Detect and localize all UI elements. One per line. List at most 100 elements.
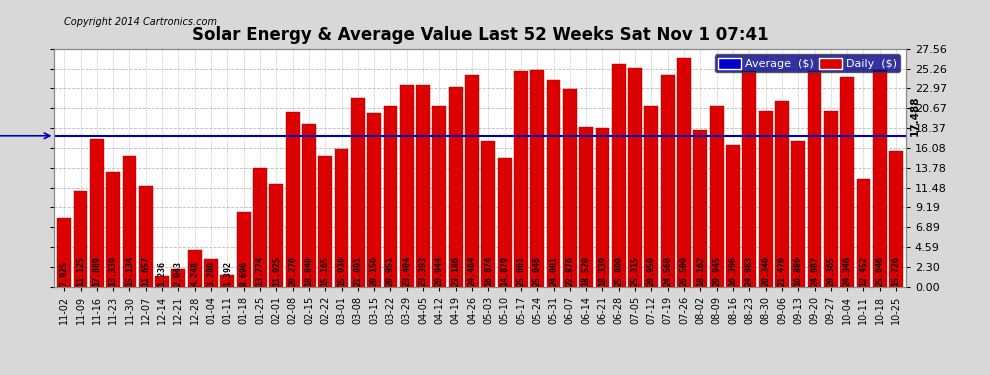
Text: 25.315: 25.315 <box>631 256 640 286</box>
Text: 25.046: 25.046 <box>875 256 884 286</box>
Text: 13.774: 13.774 <box>255 256 264 286</box>
Bar <box>73 191 87 287</box>
Bar <box>660 75 674 287</box>
Bar <box>758 111 772 287</box>
Text: 12.452: 12.452 <box>859 256 868 286</box>
Bar <box>498 158 512 287</box>
Bar <box>123 156 137 287</box>
Text: 25.046: 25.046 <box>533 256 542 286</box>
Text: 23.393: 23.393 <box>419 256 428 286</box>
Text: 24.484: 24.484 <box>467 256 476 286</box>
Text: 20.950: 20.950 <box>646 256 656 286</box>
Bar <box>448 87 462 287</box>
Bar <box>465 75 479 287</box>
Bar <box>579 127 593 287</box>
Bar <box>90 139 104 287</box>
Text: 24.983: 24.983 <box>744 256 753 286</box>
Text: 24.001: 24.001 <box>549 256 558 286</box>
Text: 18.162: 18.162 <box>696 256 705 286</box>
Bar <box>400 85 414 287</box>
Text: 21.891: 21.891 <box>353 256 362 286</box>
Text: 20.270: 20.270 <box>288 256 297 286</box>
Text: 17.488: 17.488 <box>910 95 920 136</box>
Bar <box>644 106 658 287</box>
Text: 15.936: 15.936 <box>337 256 346 286</box>
Text: 20.944: 20.944 <box>435 256 444 286</box>
Text: 11.657: 11.657 <box>142 256 150 286</box>
Text: 16.886: 16.886 <box>794 256 803 286</box>
Legend: Average  ($), Daily  ($): Average ($), Daily ($) <box>715 54 900 72</box>
Text: 15.165: 15.165 <box>321 256 330 286</box>
Text: 22.876: 22.876 <box>565 256 574 286</box>
Text: 24.987: 24.987 <box>810 256 819 286</box>
Text: 18.840: 18.840 <box>304 256 314 286</box>
Bar <box>253 168 267 287</box>
Bar <box>221 275 235 287</box>
Text: 20.365: 20.365 <box>827 256 836 286</box>
Bar <box>350 98 364 287</box>
Bar <box>318 156 332 287</box>
Bar <box>383 106 397 287</box>
Bar <box>286 112 300 287</box>
Bar <box>204 258 218 287</box>
Bar <box>481 141 495 287</box>
Bar <box>726 145 740 287</box>
Text: 15.134: 15.134 <box>125 256 134 286</box>
Bar <box>139 186 152 287</box>
Text: 17.089: 17.089 <box>92 256 101 286</box>
Text: 25.001: 25.001 <box>517 256 526 286</box>
Text: 15.726: 15.726 <box>892 256 901 286</box>
Bar <box>57 218 71 287</box>
Bar <box>171 269 185 287</box>
Bar <box>302 124 316 287</box>
Text: 13.339: 13.339 <box>109 256 118 286</box>
Text: 14.879: 14.879 <box>500 256 509 286</box>
Bar <box>693 130 707 287</box>
Bar <box>596 128 610 287</box>
Text: 24.560: 24.560 <box>663 256 672 286</box>
Text: 4.248: 4.248 <box>190 261 199 286</box>
Bar <box>629 68 643 287</box>
Text: 2.043: 2.043 <box>174 261 183 286</box>
Bar <box>808 71 822 287</box>
Text: 25.800: 25.800 <box>614 256 624 286</box>
Text: 18.520: 18.520 <box>582 256 591 286</box>
Text: 16.874: 16.874 <box>484 256 493 286</box>
Bar <box>856 179 870 287</box>
Text: 23.186: 23.186 <box>451 256 460 286</box>
Bar <box>710 106 724 287</box>
Bar <box>367 113 381 287</box>
Bar <box>514 71 528 287</box>
Bar <box>237 212 250 287</box>
Bar <box>742 71 756 287</box>
Bar <box>824 111 838 287</box>
Text: 21.476: 21.476 <box>777 256 786 286</box>
Text: 16.396: 16.396 <box>729 256 738 286</box>
Bar <box>841 76 854 287</box>
Text: 26.500: 26.500 <box>679 256 688 286</box>
Bar <box>433 106 446 287</box>
Bar <box>106 172 120 287</box>
Text: 11.125: 11.125 <box>76 256 85 286</box>
Text: 11.925: 11.925 <box>272 256 281 286</box>
Bar <box>546 80 560 287</box>
Text: 1.236: 1.236 <box>157 261 166 286</box>
Text: 23.404: 23.404 <box>402 256 411 286</box>
Text: 8.696: 8.696 <box>240 261 248 286</box>
Bar <box>677 58 691 287</box>
Bar <box>416 85 430 287</box>
Bar <box>531 70 544 287</box>
Bar <box>873 70 887 287</box>
Title: Solar Energy & Average Value Last 52 Weeks Sat Nov 1 07:41: Solar Energy & Average Value Last 52 Wee… <box>192 26 768 44</box>
Text: 1.392: 1.392 <box>223 261 232 286</box>
Text: 20.156: 20.156 <box>369 256 378 286</box>
Text: Copyright 2014 Cartronics.com: Copyright 2014 Cartronics.com <box>64 17 218 27</box>
Bar <box>269 184 283 287</box>
Text: 7.925: 7.925 <box>59 261 68 286</box>
Bar <box>563 89 577 287</box>
Text: 24.346: 24.346 <box>842 256 851 286</box>
Bar <box>612 64 626 287</box>
Bar <box>335 149 348 287</box>
Text: 18.339: 18.339 <box>598 256 607 286</box>
Bar <box>775 101 789 287</box>
